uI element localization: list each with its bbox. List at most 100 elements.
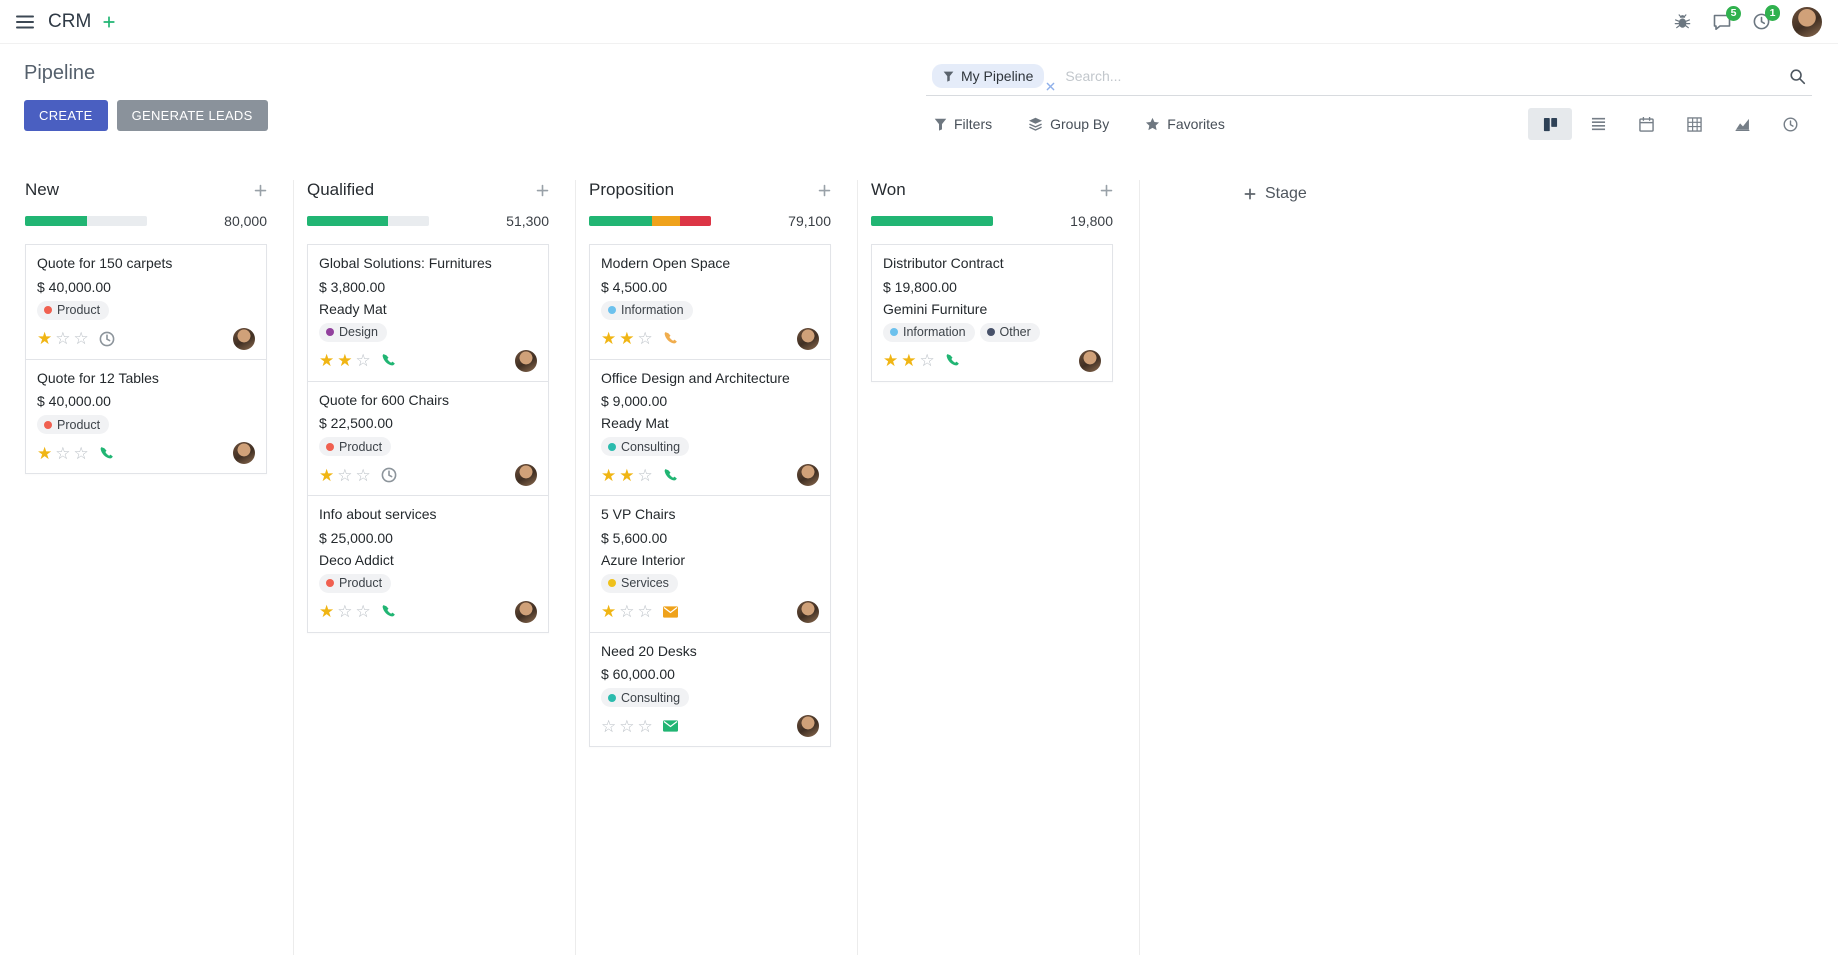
generate-leads-button[interactable]: GENERATE LEADS — [116, 100, 268, 131]
priority-widget[interactable]: ★ ☆ ☆ — [319, 467, 371, 484]
priority-widget[interactable]: ★ ★ ☆ — [319, 352, 371, 369]
group-by-menu-button[interactable]: Group By — [1028, 116, 1109, 132]
phone-icon[interactable] — [381, 353, 396, 368]
priority-star-icon[interactable]: ★ — [619, 465, 635, 485]
clock-icon[interactable] — [99, 331, 115, 347]
priority-star-icon[interactable]: ★ — [319, 602, 335, 621]
messages-icon[interactable]: 5 — [1713, 5, 1741, 30]
phone-icon[interactable] — [945, 353, 960, 368]
progress-segment[interactable] — [680, 216, 711, 226]
apps-menu-icon[interactable] — [16, 15, 34, 29]
filters-menu-button[interactable]: Filters — [934, 116, 992, 132]
priority-star-icon[interactable]: ☆ — [637, 602, 653, 621]
column-progressbar[interactable] — [25, 216, 147, 226]
priority-widget[interactable]: ★ ☆ ☆ — [319, 603, 371, 620]
quick-add-icon[interactable] — [103, 15, 115, 28]
user-avatar[interactable] — [1792, 6, 1822, 37]
salesperson-avatar[interactable] — [797, 327, 819, 350]
search-icon[interactable] — [1789, 68, 1806, 85]
priority-widget[interactable]: ★ ☆ ☆ — [601, 603, 653, 620]
priority-star-icon[interactable]: ★ — [319, 351, 335, 370]
priority-star-icon[interactable]: ☆ — [637, 465, 653, 485]
priority-star-icon[interactable]: ☆ — [619, 602, 635, 621]
create-button[interactable]: CREATE — [24, 100, 108, 131]
kanban-card[interactable]: Quote for 600 Chairs $ 22,500.00 Product… — [307, 380, 549, 496]
priority-star-icon[interactable]: ☆ — [919, 351, 935, 370]
progress-segment[interactable] — [652, 216, 681, 226]
phone-icon[interactable] — [381, 604, 396, 619]
priority-star-icon[interactable]: ☆ — [637, 329, 653, 348]
column-progressbar[interactable] — [307, 216, 429, 226]
column-quick-create-icon[interactable] — [254, 184, 267, 197]
priority-star-icon[interactable]: ☆ — [337, 465, 353, 485]
priority-star-icon[interactable]: ★ — [619, 329, 635, 348]
add-stage-button[interactable]: Stage — [1244, 182, 1307, 206]
kanban-view-icon[interactable] — [1528, 108, 1572, 140]
phone-icon[interactable] — [663, 331, 678, 346]
priority-star-icon[interactable]: ☆ — [355, 351, 371, 370]
salesperson-avatar[interactable] — [1079, 349, 1101, 372]
column-progressbar[interactable] — [589, 216, 711, 226]
list-view-icon[interactable] — [1576, 108, 1620, 140]
priority-star-icon[interactable]: ☆ — [601, 716, 617, 736]
kanban-card[interactable]: Modern Open Space $ 4,500.00 Information… — [589, 244, 831, 360]
priority-star-icon[interactable]: ☆ — [355, 602, 371, 621]
kanban-card[interactable]: Quote for 12 Tables $ 40,000.00 Product … — [25, 358, 267, 474]
priority-widget[interactable]: ★ ☆ ☆ — [37, 330, 89, 347]
priority-star-icon[interactable]: ★ — [601, 602, 617, 621]
progress-segment[interactable] — [25, 216, 88, 226]
priority-widget[interactable]: ☆ ☆ ☆ — [601, 718, 653, 735]
priority-star-icon[interactable]: ★ — [37, 329, 53, 348]
clock-icon[interactable] — [381, 467, 397, 483]
priority-star-icon[interactable]: ★ — [37, 443, 53, 463]
debug-bug-icon[interactable] — [1674, 13, 1691, 30]
kanban-card[interactable]: Info about services $ 25,000.00 Deco Add… — [307, 495, 549, 633]
facet-remove-icon[interactable] — [1046, 82, 1055, 91]
priority-widget[interactable]: ★ ☆ ☆ — [37, 445, 89, 462]
salesperson-avatar[interactable] — [797, 464, 819, 486]
kanban-card[interactable]: Need 20 Desks $ 60,000.00 Consulting ☆ ☆ ☆ — [589, 631, 831, 747]
activity-view-icon[interactable] — [1768, 108, 1812, 140]
priority-star-icon[interactable]: ★ — [601, 329, 617, 348]
priority-star-icon[interactable]: ☆ — [619, 716, 635, 736]
salesperson-avatar[interactable] — [515, 349, 537, 372]
priority-star-icon[interactable]: ☆ — [73, 329, 89, 348]
salesperson-avatar[interactable] — [797, 600, 819, 623]
envelope-icon[interactable] — [662, 605, 678, 618]
graph-view-icon[interactable] — [1720, 108, 1764, 140]
kanban-card[interactable]: Office Design and Architecture $ 9,000.0… — [589, 358, 831, 496]
priority-star-icon[interactable]: ☆ — [55, 329, 71, 348]
phone-icon[interactable] — [663, 468, 678, 483]
priority-star-icon[interactable]: ☆ — [55, 443, 71, 463]
kanban-card[interactable]: Distributor Contract $ 19,800.00 Gemini … — [871, 244, 1113, 382]
priority-star-icon[interactable]: ★ — [337, 351, 353, 370]
salesperson-avatar[interactable] — [515, 600, 537, 623]
envelope-icon[interactable] — [662, 720, 678, 732]
calendar-view-icon[interactable] — [1624, 108, 1668, 140]
salesperson-avatar[interactable] — [233, 327, 255, 350]
phone-icon[interactable] — [99, 446, 114, 461]
progress-segment[interactable] — [871, 216, 993, 226]
column-quick-create-icon[interactable] — [1100, 184, 1113, 197]
kanban-card[interactable]: Quote for 150 carpets $ 40,000.00 Produc… — [25, 244, 267, 360]
priority-star-icon[interactable]: ★ — [883, 351, 899, 370]
priority-widget[interactable]: ★ ★ ☆ — [601, 467, 653, 484]
priority-star-icon[interactable]: ☆ — [637, 716, 653, 736]
priority-star-icon[interactable]: ☆ — [337, 602, 353, 621]
priority-widget[interactable]: ★ ★ ☆ — [601, 330, 653, 347]
kanban-card[interactable]: 5 VP Chairs $ 5,600.00 Azure Interior Se… — [589, 495, 831, 633]
progress-segment[interactable] — [307, 216, 388, 226]
search-input[interactable] — [1055, 68, 1789, 84]
favorites-menu-button[interactable]: Favorites — [1145, 116, 1225, 132]
column-quick-create-icon[interactable] — [536, 184, 549, 197]
priority-widget[interactable]: ★ ★ ☆ — [883, 352, 935, 369]
priority-star-icon[interactable]: ☆ — [355, 465, 371, 485]
activities-clock-icon[interactable]: 1 — [1753, 5, 1780, 30]
pivot-view-icon[interactable] — [1672, 108, 1716, 140]
salesperson-avatar[interactable] — [233, 442, 255, 464]
priority-star-icon[interactable]: ★ — [601, 465, 617, 485]
column-progressbar[interactable] — [871, 216, 993, 226]
priority-star-icon[interactable]: ★ — [901, 351, 917, 370]
salesperson-avatar[interactable] — [797, 715, 819, 737]
app-name[interactable]: CRM — [48, 10, 92, 32]
